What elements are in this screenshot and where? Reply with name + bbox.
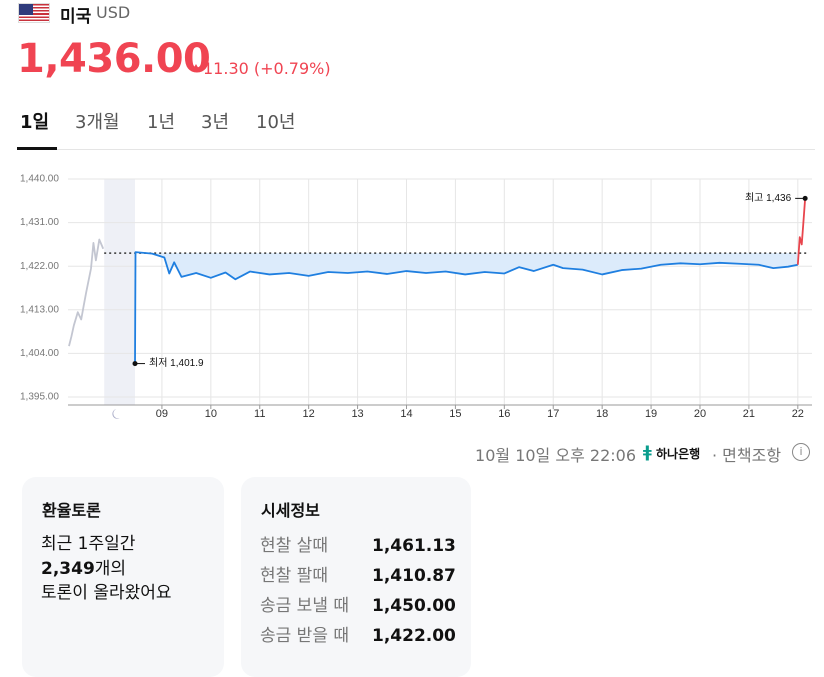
info-label: 송금 받을 때	[260, 626, 350, 646]
info-value: 1,410.87	[372, 566, 456, 586]
closed-hours-band	[104, 179, 136, 405]
up-arrow	[192, 64, 200, 71]
x-tick-label: 19	[645, 408, 657, 420]
tab[interactable]: 10년	[256, 112, 296, 133]
discussion-card[interactable]: 환율토론 최근 1주일간 2,349개의 토론이 올라왔어요	[22, 477, 224, 677]
annotation-point	[802, 195, 808, 201]
info-label: 송금 보낼 때	[260, 596, 350, 616]
info-row: 송금 받을 때 1,422.00	[260, 621, 456, 646]
bank: 하나은행	[656, 447, 701, 461]
x-tick-label: 12	[303, 408, 315, 420]
y-tick-label: 1,431.00	[20, 217, 59, 228]
price-line	[796, 198, 807, 265]
fill-area	[135, 253, 798, 280]
disclaimer[interactable]: · 면책조항	[712, 446, 782, 465]
market-info-card: 시세정보 현찰 살때 1,461.13 현찰 팔때 1,410.87 송금 보낼 때…	[241, 477, 471, 677]
discussion-count: 2,349	[41, 559, 95, 579]
y-tick-label: 1,422.00	[20, 261, 59, 272]
x-tick-label: 20	[694, 408, 706, 420]
x-tick-label: 14	[400, 408, 412, 420]
info-value: 1,422.00	[372, 626, 456, 646]
card-title: 시세정보	[261, 501, 320, 520]
discussion-count-suffix: 개의	[94, 559, 127, 579]
discussion-text: 토론이 올라왔어요	[41, 583, 172, 603]
info-row: 송금 보낼 때 1,450.00	[260, 591, 456, 616]
info-label: 현찰 팔때	[260, 566, 328, 586]
price-change: 11.30 (+0.79%)	[203, 59, 331, 78]
x-tick-label: 15	[449, 408, 461, 420]
y-tick-label: 1,404.00	[20, 348, 59, 359]
chart: 1,395.00 1,404.00 1,413.00 1,422.00 1,431.00…	[20, 174, 812, 420]
x-tick-label: 22	[792, 408, 804, 420]
info-value: 1,461.13	[372, 536, 456, 556]
price-line	[134, 251, 798, 364]
x-tick-label: 21	[743, 408, 755, 420]
info-label: 현찰 살때	[260, 536, 328, 556]
annotation-point	[132, 361, 138, 367]
tab[interactable]: 3년	[201, 112, 230, 133]
annotation-label: 최고 1,436	[745, 192, 792, 204]
x-tick-label: 09	[156, 408, 168, 420]
bank-logo: ǂ	[643, 442, 652, 461]
moon-icon	[112, 409, 121, 419]
active-tab-indicator	[17, 147, 57, 150]
timestamp: 10월 10일 오후 22:06	[475, 446, 636, 465]
x-tick-label: 17	[547, 408, 559, 420]
discussion-text: 최근 1주일간	[41, 534, 136, 554]
x-tick-label: 10	[205, 408, 217, 420]
price: 1,436.00	[17, 36, 211, 82]
discussion-count-line: 2,349개의	[41, 554, 126, 579]
us-flag	[18, 3, 50, 23]
tab-divider	[17, 149, 815, 150]
info-value: 1,450.00	[372, 596, 456, 616]
price-line	[68, 238, 105, 347]
y-tick-label: 1,413.00	[20, 304, 59, 315]
tab[interactable]: 1년	[147, 112, 176, 133]
x-tick-label: 16	[498, 408, 510, 420]
page: 미국 USD 1,436.00 11.30 (+0.79%) 1일 3개월 1년…	[17, 3, 815, 646]
annotation-label: 최저 1,401.9	[149, 357, 204, 369]
currency: USD	[96, 3, 131, 22]
info-row: 현찰 팔때 1,410.87	[260, 561, 456, 586]
x-tick-label: 11	[254, 408, 265, 420]
country: 미국	[60, 7, 92, 27]
x-tick-label: 18	[596, 408, 608, 420]
info-row: 현찰 살때 1,461.13	[260, 531, 456, 556]
tab[interactable]: 1일	[20, 112, 50, 133]
x-tick-label: 13	[351, 408, 363, 420]
y-tick-label: 1,440.00	[20, 174, 59, 185]
y-tick-label: 1,395.00	[20, 392, 59, 403]
info-icon[interactable]: i	[792, 443, 810, 461]
card-title: 환율토론	[42, 501, 101, 520]
tab[interactable]: 3개월	[75, 112, 120, 133]
